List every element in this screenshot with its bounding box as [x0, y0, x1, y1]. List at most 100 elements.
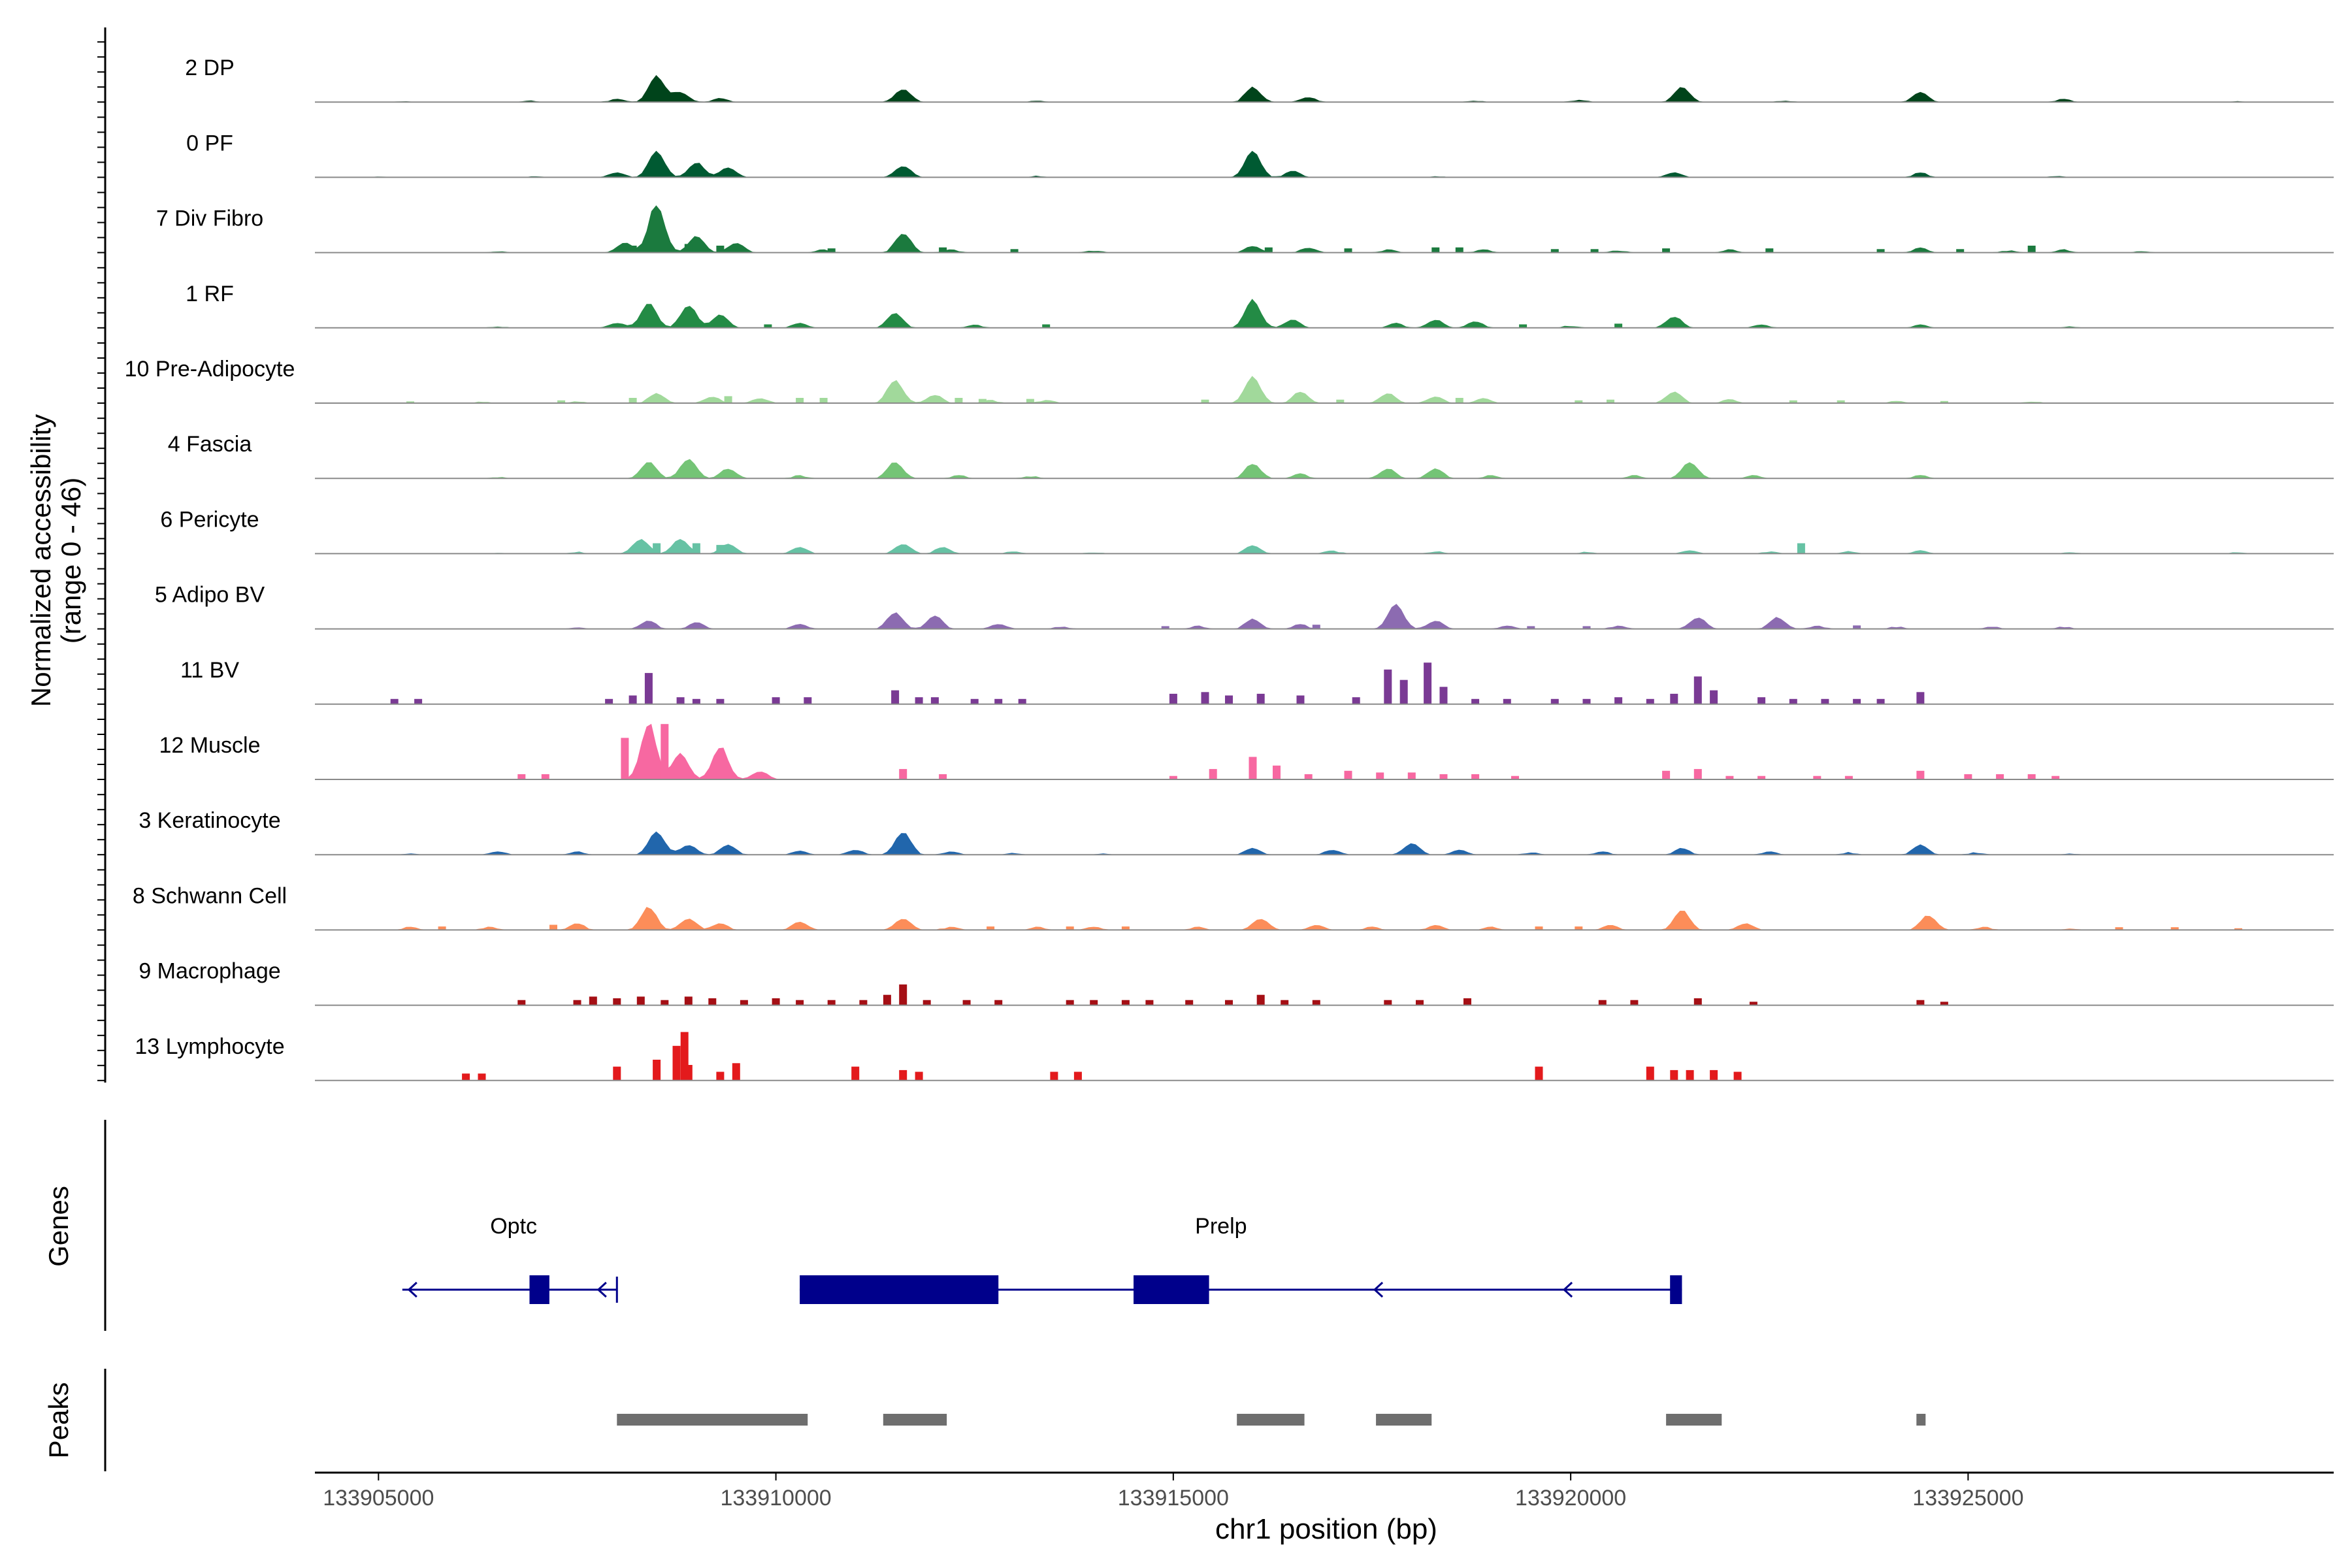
- coverage-bar: [1249, 757, 1257, 779]
- coverage-bar: [962, 1000, 971, 1005]
- coverage-bar: [1407, 772, 1416, 779]
- coverage-bar: [653, 1060, 661, 1081]
- gene-prelp: Prelp: [800, 1214, 1682, 1304]
- coverage-bar: [1073, 1071, 1082, 1081]
- coverage-bar: [589, 996, 597, 1005]
- coverage-bar: [796, 1000, 804, 1005]
- coverage-bar: [1582, 698, 1591, 704]
- coverage-bar: [1281, 1000, 1289, 1005]
- coverage-bar: [1670, 693, 1678, 704]
- coverage-bar: [1575, 926, 1583, 930]
- coverage-bar: [970, 698, 979, 704]
- track-3: 7 Div Fibro: [156, 205, 2334, 253]
- track-label: 0 PF: [186, 131, 233, 155]
- coverage-bar: [613, 1066, 621, 1081]
- coverage-bar: [1916, 770, 1925, 780]
- genes-panel-label: Genes: [43, 1186, 74, 1267]
- coverage-bar: [1853, 625, 1861, 629]
- gene-label: Optc: [490, 1214, 537, 1239]
- coverage-bar: [1090, 1000, 1098, 1005]
- peak-region: [1376, 1414, 1432, 1426]
- coverage-bar: [1439, 774, 1448, 779]
- coverage-bar: [2027, 246, 2036, 253]
- coverage-area: [315, 150, 2334, 178]
- coverage-bar: [1853, 698, 1861, 704]
- coverage-bar: [414, 698, 423, 704]
- x-tick-label: 133925000: [1912, 1486, 2023, 1511]
- coverage-bar: [1296, 695, 1305, 704]
- coverage-bar: [1646, 698, 1654, 704]
- coverage-bar: [1837, 400, 1845, 403]
- gene-optc: Optc: [402, 1214, 618, 1304]
- coverage-bar: [796, 398, 804, 403]
- coverage-bar: [819, 398, 828, 403]
- coverage-bar: [1582, 626, 1591, 629]
- track-label: 8 Schwann Cell: [133, 883, 287, 908]
- coverage-bar: [1264, 247, 1273, 253]
- coverage-bar: [629, 246, 637, 253]
- coverage-bar: [1956, 249, 1965, 253]
- coverage-bar: [629, 398, 637, 403]
- coverage-bar: [1121, 1000, 1130, 1005]
- coverage-bar: [1630, 1000, 1639, 1005]
- coverage-bar: [1844, 776, 1853, 779]
- coverage-area: [315, 539, 2334, 554]
- coverage-bar: [2234, 928, 2242, 930]
- coverage-bar: [692, 543, 700, 554]
- coverage-bar: [517, 774, 526, 779]
- y-axis-title-line2: (range 0 - 46): [56, 478, 86, 644]
- coverage-bar: [915, 697, 923, 704]
- coverage-bar: [955, 398, 963, 403]
- peak-region: [617, 1414, 808, 1426]
- coverage-bar: [772, 697, 780, 704]
- track-14: 13 Lymphocyte: [135, 1032, 2334, 1081]
- coverage-bar: [1590, 249, 1599, 253]
- coverage-bar: [915, 1071, 923, 1081]
- coverage-bar: [676, 697, 685, 704]
- coverage-bar: [1273, 765, 1281, 779]
- coverage-bar: [406, 401, 414, 403]
- track-6: 4 Fascia: [168, 432, 2334, 480]
- coverage-bar: [891, 690, 900, 704]
- coverage-bar: [1511, 776, 1519, 779]
- coverage-bar: [994, 1000, 1003, 1005]
- coverage-bar: [1693, 998, 1702, 1005]
- coverage-bar: [1010, 249, 1019, 253]
- coverage-bar: [1757, 697, 1766, 704]
- track-9: 11 BV: [180, 658, 2334, 705]
- track-13: 9 Macrophage: [139, 959, 2334, 1006]
- coverage-bar: [1344, 248, 1352, 253]
- coverage-bar: [939, 774, 947, 779]
- track-label: 5 Adipo BV: [155, 583, 265, 608]
- track-label: 9 Macrophage: [139, 959, 280, 984]
- coverage-bar: [390, 698, 399, 704]
- coverage-bar: [1519, 324, 1527, 328]
- peak-region: [883, 1414, 947, 1426]
- coverage-bar: [1916, 692, 1925, 704]
- track-label: 10 Pre-Adipocyte: [125, 357, 295, 382]
- peak-region: [1237, 1414, 1305, 1426]
- coverage-area: [315, 74, 2334, 103]
- gene-exon: [800, 1275, 999, 1304]
- coverage-area: [315, 376, 2334, 403]
- coverage-panel: 2 DP 0 PF 7 Div Fibro 1 RF 10 Pre-Adipocyte 4…: [125, 56, 2334, 1081]
- coverage-bar: [1169, 693, 1177, 704]
- peak-region: [1666, 1414, 1722, 1426]
- coverage-bar: [827, 1000, 836, 1005]
- track-label: 6 Pericyte: [160, 507, 259, 532]
- strand-arrow: [407, 1281, 417, 1298]
- coverage-bar: [1042, 324, 1051, 328]
- coverage-bar: [661, 1000, 669, 1005]
- coverage-bar: [573, 1000, 581, 1005]
- gene-exon: [1670, 1275, 1682, 1304]
- coverage-bar: [716, 1071, 725, 1081]
- coverage-bar: [621, 738, 629, 779]
- track-1: 2 DP: [185, 56, 2334, 103]
- coverage-bar: [653, 543, 661, 554]
- coverage-bar: [1066, 926, 1074, 930]
- coverage-bar: [478, 1073, 486, 1081]
- coverage-bar: [1527, 626, 1535, 629]
- coverage-bar: [1026, 399, 1034, 403]
- coverage-bar: [557, 400, 566, 403]
- coverage-bar: [1201, 692, 1209, 704]
